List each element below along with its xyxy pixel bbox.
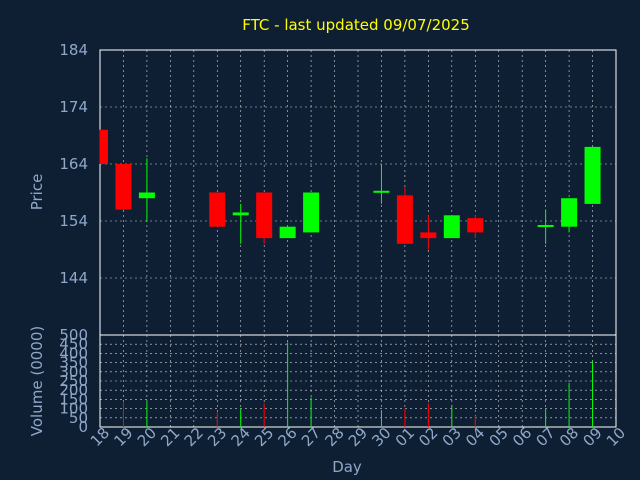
volume-tick-label: 250 [59, 372, 88, 390]
x-tick-label: 09 [579, 424, 605, 450]
price-tick-label: 144 [59, 269, 88, 287]
candle-body [396, 195, 413, 244]
x-tick-label: 07 [533, 424, 559, 450]
volume-tick-label: 0 [78, 418, 88, 436]
x-axis-label: Day [332, 458, 362, 476]
candle-body [256, 192, 273, 239]
candle-body [373, 190, 390, 193]
volume-tick-label: 500 [59, 326, 88, 344]
x-tick-label: 02 [415, 424, 441, 450]
price-tick-label: 174 [59, 98, 88, 116]
price-frame [99, 49, 617, 336]
candle-body [138, 192, 155, 199]
volume-tick-label: 400 [59, 344, 88, 362]
volume-tick-label: 350 [59, 354, 88, 372]
x-tick-label: 26 [275, 424, 301, 450]
x-tick-label: 25 [251, 424, 277, 450]
x-tick-label: 05 [486, 424, 512, 450]
volume-tick-label: 300 [59, 363, 88, 381]
x-tick-label: 23 [204, 424, 230, 450]
x-tick-label: 10 [603, 424, 629, 450]
candle-body [584, 146, 601, 204]
chart-title: FTC - last updated 09/07/2025 [242, 16, 470, 34]
x-tick-label: 08 [556, 424, 582, 450]
volume-axis-label: Volume (0000) [28, 326, 46, 436]
x-tick-label: 27 [298, 424, 324, 450]
price-tick-label: 154 [59, 212, 88, 230]
x-tick-label: 21 [157, 424, 183, 450]
x-tick-label: 19 [110, 424, 136, 450]
price-tick-label: 184 [59, 41, 88, 59]
x-axis: 1819202122232425262728293001020304050607… [87, 424, 629, 450]
volume-frame [99, 334, 617, 428]
candle-body [420, 232, 437, 239]
candle-body [279, 226, 296, 239]
volume-tick-label: 450 [59, 335, 88, 353]
x-tick-label: 28 [321, 424, 347, 450]
candle-body [115, 164, 132, 210]
candle-body [443, 215, 460, 239]
x-tick-label: 24 [228, 424, 254, 450]
candle-body [209, 192, 226, 227]
candle-body [467, 218, 484, 233]
price-panel: 184 174 164 154 144 [59, 41, 617, 336]
candle-body [232, 212, 249, 216]
x-tick-label: 01 [392, 424, 418, 450]
candle-body [303, 192, 320, 233]
x-tick-label: 18 [87, 424, 113, 450]
x-tick-label: 03 [439, 424, 465, 450]
x-tick-label: 29 [345, 424, 371, 450]
candle-body [100, 129, 108, 164]
x-tick-label: 04 [462, 424, 488, 450]
price-axis-label: Price [28, 174, 46, 211]
x-tick-label: 30 [368, 424, 394, 450]
volume-tick-label: 100 [59, 400, 88, 418]
x-tick-label: 06 [509, 424, 535, 450]
x-tick-label: 22 [181, 424, 207, 450]
price-tick-label: 164 [59, 155, 88, 173]
candle-body [537, 224, 554, 227]
volume-tick-label: 200 [59, 381, 88, 399]
volume-tick-label: 50 [69, 409, 88, 427]
x-tick-label: 20 [134, 424, 160, 450]
volume-tick-label: 150 [59, 390, 88, 408]
candle-body [561, 198, 578, 227]
